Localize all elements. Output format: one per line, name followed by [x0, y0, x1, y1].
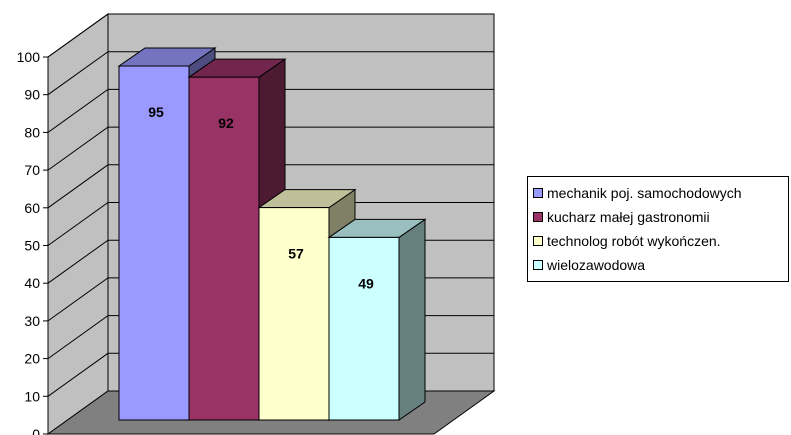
- bar-front-3: [328, 236, 400, 421]
- bar-front-1: [188, 76, 260, 421]
- legend-swatch-2: [533, 236, 543, 246]
- legend-label-2: technolog robót wykończen.: [547, 233, 721, 249]
- legend-swatch-0: [533, 188, 543, 198]
- y-tick-label-10: 10: [24, 388, 40, 404]
- legend-swatch-3: [533, 260, 543, 270]
- y-tick-label-30: 30: [24, 313, 40, 329]
- y-tick-label-40: 40: [24, 275, 40, 291]
- legend: mechanik poj. samochodowych kucharz małe…: [527, 176, 789, 282]
- bars: [117, 47, 427, 421]
- y-axis: 0 10 20 30 40 50 60 70 80 90 100: [17, 49, 49, 435]
- legend-label-1: kucharz małej gastronomii: [547, 209, 710, 225]
- y-tick-label-90: 90: [24, 87, 40, 103]
- y-tick-label-80: 80: [24, 124, 40, 140]
- y-tick-label-20: 20: [24, 351, 40, 367]
- data-labels: 95 92 57 49: [148, 104, 374, 291]
- legend-label-3: wielozawodowa: [547, 257, 646, 273]
- y-tick-label-100: 100: [17, 49, 41, 65]
- y-tick-label-50: 50: [24, 238, 40, 254]
- gridline-90: [47, 51, 494, 96]
- data-label-2: 57: [288, 246, 304, 262]
- legend-label-0: mechanik poj. samochodowych: [547, 185, 742, 201]
- bar-side-3: [398, 218, 426, 421]
- y-tick-label-60: 60: [24, 200, 40, 216]
- gridline-60: [47, 164, 494, 209]
- legend-item-2: technolog robót wykończen.: [533, 229, 788, 253]
- bar-front-2: [258, 207, 330, 421]
- bar-3: [327, 218, 427, 421]
- data-label-3: 49: [358, 275, 374, 291]
- gridline-100: [47, 13, 494, 58]
- data-label-1: 92: [218, 115, 234, 131]
- legend-item-3: wielozawodowa: [533, 253, 788, 277]
- legend-item-0: mechanik poj. samochodowych: [533, 181, 788, 205]
- gridline-50: [47, 202, 494, 246]
- bar-front-0: [118, 65, 190, 421]
- legend-item-1: kucharz małej gastronomii: [533, 205, 788, 229]
- y-tick-label-0: 0: [32, 426, 40, 435]
- y-tick-label-70: 70: [24, 162, 40, 178]
- data-label-0: 95: [148, 104, 164, 120]
- gridline-80: [47, 88, 494, 133]
- legend-swatch-1: [533, 212, 543, 222]
- gridline-70: [47, 126, 494, 171]
